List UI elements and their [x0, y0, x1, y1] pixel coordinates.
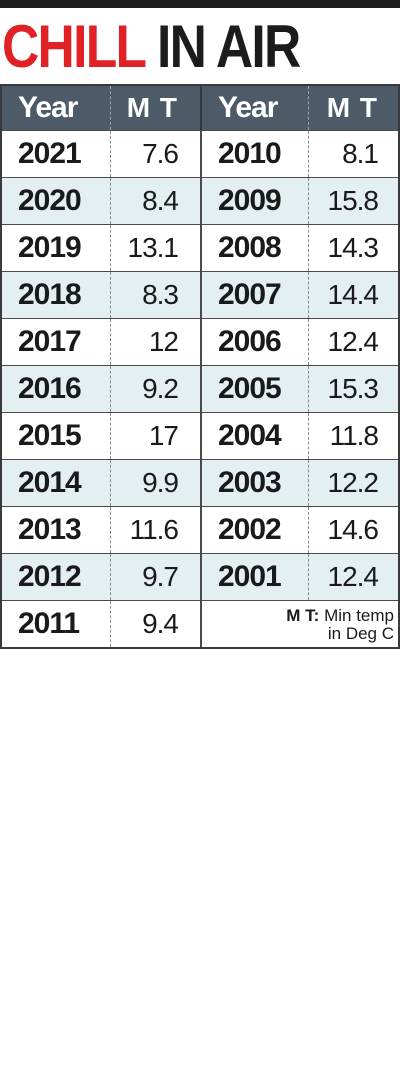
cell-year-right: 2008 — [218, 231, 282, 264]
table-row: 2014 9.9 2003 12.2 — [2, 459, 398, 506]
table-row: 2019 13.1 2008 14.3 — [2, 224, 398, 271]
cell-mt-right: 15.3 — [308, 366, 398, 412]
header-year-right: Year — [218, 91, 278, 124]
cell-year-right: 2004 — [218, 419, 282, 452]
cell-mt-right: 8.1 — [308, 131, 398, 177]
cell-mt-left: 9.9 — [110, 460, 202, 506]
cell-year-left: 2012 — [18, 560, 82, 593]
cell-year-left: 2020 — [18, 184, 82, 217]
cell-mt: 9.4 — [110, 601, 202, 647]
footnote: M T: Min temp in Deg C — [202, 601, 398, 647]
cell-mt-right: 12.4 — [308, 319, 398, 365]
cell-year-left: 2019 — [18, 231, 82, 264]
cell-year-right: 2007 — [218, 278, 282, 311]
table-body: 2021 7.6 2010 8.1 2020 8.4 2009 15.8 2019 13.1 200… — [2, 130, 398, 600]
top-rule — [0, 0, 400, 8]
footnote-line-1: Min temp — [324, 606, 394, 625]
cell-mt-left: 7.6 — [110, 131, 202, 177]
cell-mt-left: 11.6 — [110, 507, 202, 553]
cell-mt-left: 12 — [110, 319, 202, 365]
cell-mt-right: 11.8 — [308, 413, 398, 459]
headline: CHILL IN AIR — [2, 13, 301, 80]
cell-year: 2011 — [18, 607, 80, 640]
table-header: Year M T Year M T — [2, 86, 398, 130]
cell-mt-right: 14.6 — [308, 507, 398, 553]
table-row-last: 2011 9.4 M T: Min temp in Deg C — [2, 600, 398, 647]
header-mt-left: M T — [110, 86, 202, 130]
cell-year-right: 2010 — [218, 137, 282, 170]
footnote-abbr: M T: — [286, 606, 320, 625]
table-row: 2016 9.2 2005 15.3 — [2, 365, 398, 412]
cell-mt-left: 9.7 — [110, 554, 202, 600]
cell-mt-left: 9.2 — [110, 366, 202, 412]
cell-mt-left: 8.4 — [110, 178, 202, 224]
cell-year-left: 2017 — [18, 325, 82, 358]
cell-mt-right: 14.4 — [308, 272, 398, 318]
cell-mt-left: 17 — [110, 413, 202, 459]
header-mt-right: M T — [308, 86, 398, 130]
table-row: 2013 11.6 2002 14.6 — [2, 506, 398, 553]
table-row: 2012 9.7 2001 12.4 — [2, 553, 398, 600]
cell-mt-right: 12.4 — [308, 554, 398, 600]
table-row: 2015 17 2004 11.8 — [2, 412, 398, 459]
cell-mt-right: 15.8 — [308, 178, 398, 224]
cell-year-right: 2005 — [218, 372, 282, 405]
cell-year-left: 2018 — [18, 278, 82, 311]
cell-mt-left: 13.1 — [110, 225, 202, 271]
cell-year-left: 2015 — [18, 419, 82, 452]
table-row: 2021 7.6 2010 8.1 — [2, 130, 398, 177]
cell-year-left: 2014 — [18, 466, 82, 499]
cell-year-left: 2021 — [18, 137, 82, 170]
cell-year-right: 2009 — [218, 184, 282, 217]
table-row: 2020 8.4 2009 15.8 — [2, 177, 398, 224]
cell-mt-left: 8.3 — [110, 272, 202, 318]
cell-mt-right: 12.2 — [308, 460, 398, 506]
table-row: 2018 8.3 2007 14.4 — [2, 271, 398, 318]
cell-mt-right: 14.3 — [308, 225, 398, 271]
header-year-left: Year — [18, 91, 78, 124]
temperature-table: Year M T Year M T 2021 7.6 2010 8.1 2020 8.4 2… — [0, 84, 400, 649]
table-row: 2017 12 2006 12.4 — [2, 318, 398, 365]
cell-year-right: 2006 — [218, 325, 282, 358]
footnote-line-2: in Deg C — [327, 624, 394, 643]
headline-part-2: IN AIR — [156, 13, 301, 80]
cell-year-right: 2002 — [218, 513, 282, 546]
cell-year-right: 2001 — [218, 560, 282, 593]
cell-year-right: 2003 — [218, 466, 282, 499]
headline-part-1: CHILL — [2, 13, 146, 80]
cell-year-left: 2013 — [18, 513, 82, 546]
cell-year-left: 2016 — [18, 372, 82, 405]
